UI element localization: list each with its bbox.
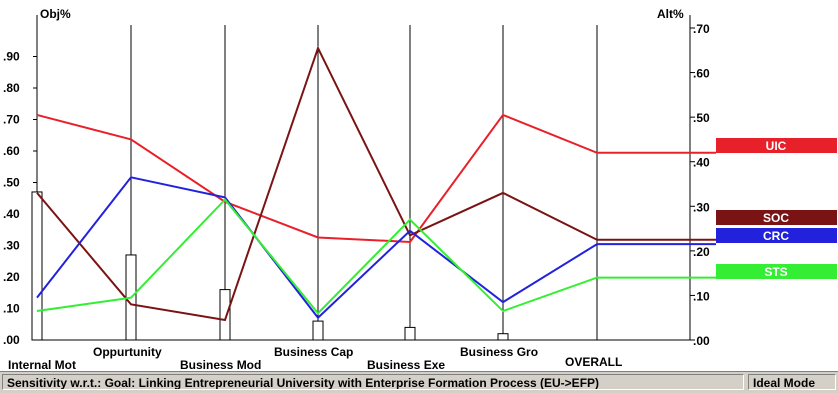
legend-swatch-crc	[716, 228, 837, 243]
left-axis-label: Obj%	[40, 7, 71, 21]
sensitivity-chart: .00 .10 .20 .30 .40 .50 .60 .70 .80 .90 Obj% .00 .10…	[3, 7, 837, 372]
status-bar: Sensitivity w.r.t.: Goal: Linking Entrep…	[0, 371, 838, 393]
right-tick-label: .00	[693, 334, 710, 348]
right-tick-label: .60	[693, 67, 710, 81]
performance-sensitivity-plot: .00 .10 .20 .30 .40 .50 .60 .70 .80 .90 Obj% .00 .10…	[3, 7, 837, 372]
series-line-soc	[36, 45, 690, 322]
mode-indicator: Ideal Mode	[748, 374, 836, 390]
legend-swatch-soc	[716, 210, 837, 225]
objective-weight-bar	[497, 333, 509, 341]
right-tick-label: .10	[693, 289, 710, 303]
left-tick-label: .00	[3, 333, 20, 347]
series-line-uic	[36, 113, 690, 243]
left-tick-label: .20	[3, 270, 20, 284]
right-tick-label: .40	[693, 156, 710, 170]
legend-label-uic: UIC	[766, 139, 787, 153]
right-tick-label: .20	[693, 245, 710, 259]
category-label: Oppurtunity	[93, 345, 162, 359]
legend-label-crc: CRC	[763, 229, 789, 243]
series-line-sts	[36, 198, 690, 315]
objective-weight-bar	[31, 191, 43, 341]
right-tick-label: .30	[693, 200, 710, 214]
objective-weight-bar	[404, 326, 416, 341]
category-label: Internal Mot	[8, 358, 76, 370]
category-label: Business Mod	[180, 358, 261, 370]
left-tick-label: .10	[3, 302, 20, 316]
left-tick-label: .40	[3, 207, 20, 221]
sensitivity-goal-text: Sensitivity w.r.t.: Goal: Linking Entrep…	[2, 374, 744, 390]
legend-swatch-sts	[716, 264, 837, 279]
category-label: Business Gro	[460, 345, 538, 359]
right-tick-label: .70	[693, 22, 710, 36]
left-tick-label: .50	[3, 176, 20, 190]
right-axis-label: Alt%	[657, 7, 684, 21]
objective-weight-bar	[219, 289, 231, 341]
left-tick-label: .90	[3, 50, 20, 64]
category-label: Business Cap	[274, 345, 353, 359]
left-tick-label: .70	[3, 113, 20, 127]
left-tick-label: .80	[3, 81, 20, 95]
left-tick-label: .60	[3, 144, 20, 158]
objective-weight-bar	[312, 320, 324, 341]
legend-label-sts: STS	[764, 265, 787, 279]
right-tick-label: .50	[693, 111, 710, 125]
series-line-crc	[36, 176, 690, 320]
category-label: Business Exe	[367, 358, 445, 370]
category-label: OVERALL	[565, 355, 622, 369]
left-tick-label: .30	[3, 239, 20, 253]
legend-label-soc: SOC	[763, 211, 789, 225]
legend-swatch-uic	[716, 138, 837, 153]
